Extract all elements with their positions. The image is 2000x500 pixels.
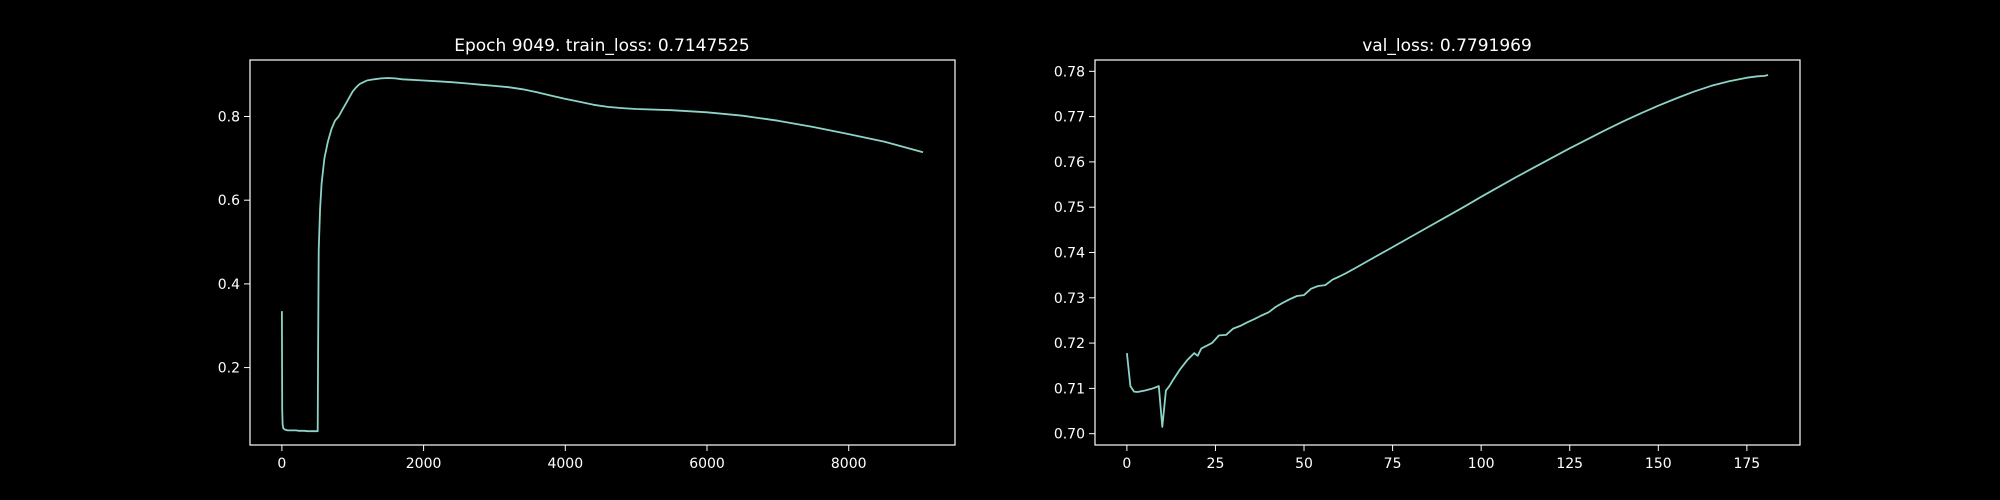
val-loss-x-tick-label: 150 bbox=[1645, 456, 1672, 472]
val-loss-axes: 0 25 50 75 100 125 150 175 0.70 0.71 0.72 0.73 0.74 0… bbox=[1054, 64, 1760, 472]
val-loss-x-tick-label: 100 bbox=[1468, 456, 1495, 472]
train-loss-chart: Epoch 9049. train_loss: 0.7147525 0 2000 4… bbox=[218, 36, 956, 472]
train-loss-chart-title: Epoch 9049. train_loss: 0.7147525 bbox=[454, 36, 750, 56]
train-loss-axes: 0 2000 4000 6000 8000 0.2 0.4 0.6 0.8 bbox=[218, 109, 867, 472]
val-loss-chart-title: val_loss: 0.7791969 bbox=[1362, 36, 1532, 56]
val-loss-x-tick-label: 0 bbox=[1122, 456, 1131, 472]
train-loss-y-tick-label: 0.6 bbox=[218, 193, 240, 209]
train-loss-x-tick-label: 6000 bbox=[689, 456, 725, 472]
val-loss-y-tick-label: 0.76 bbox=[1054, 155, 1085, 171]
val-loss-y-tick-label: 0.78 bbox=[1054, 64, 1085, 80]
train-loss-x-tick-label: 0 bbox=[277, 456, 286, 472]
val-loss-y-tick-label: 0.73 bbox=[1054, 291, 1085, 307]
val-loss-x-tick-label: 50 bbox=[1295, 456, 1313, 472]
train-loss-x-tick-label: 8000 bbox=[831, 456, 867, 472]
val-loss-y-tick-label: 0.71 bbox=[1054, 381, 1085, 397]
val-loss-y-tick-label: 0.75 bbox=[1054, 200, 1085, 216]
val-loss-x-tick-label: 125 bbox=[1556, 456, 1583, 472]
train-loss-y-tick-label: 0.8 bbox=[218, 109, 240, 125]
val-loss-series-line bbox=[1126, 74, 1769, 428]
train-loss-y-tick-label: 0.4 bbox=[218, 277, 240, 293]
train-loss-plot-frame bbox=[249, 59, 956, 446]
val-loss-y-tick-label: 0.72 bbox=[1054, 336, 1085, 352]
val-loss-x-tick-label: 25 bbox=[1207, 456, 1225, 472]
train-loss-series-line bbox=[281, 77, 924, 433]
val-loss-y-tick-label: 0.70 bbox=[1054, 427, 1085, 443]
val-loss-x-tick-label: 75 bbox=[1384, 456, 1402, 472]
train-loss-x-tick-label: 4000 bbox=[547, 456, 583, 472]
train-loss-x-tick-label: 2000 bbox=[406, 456, 442, 472]
val-loss-y-tick-label: 0.77 bbox=[1054, 110, 1085, 126]
val-loss-x-tick-label: 175 bbox=[1733, 456, 1760, 472]
val-loss-y-tick-label: 0.74 bbox=[1054, 246, 1085, 262]
val-loss-chart: val_loss: 0.7791969 0 25 50 75 100 125 150 1750… bbox=[1054, 36, 1801, 472]
train-loss-y-tick-label: 0.2 bbox=[218, 361, 240, 377]
